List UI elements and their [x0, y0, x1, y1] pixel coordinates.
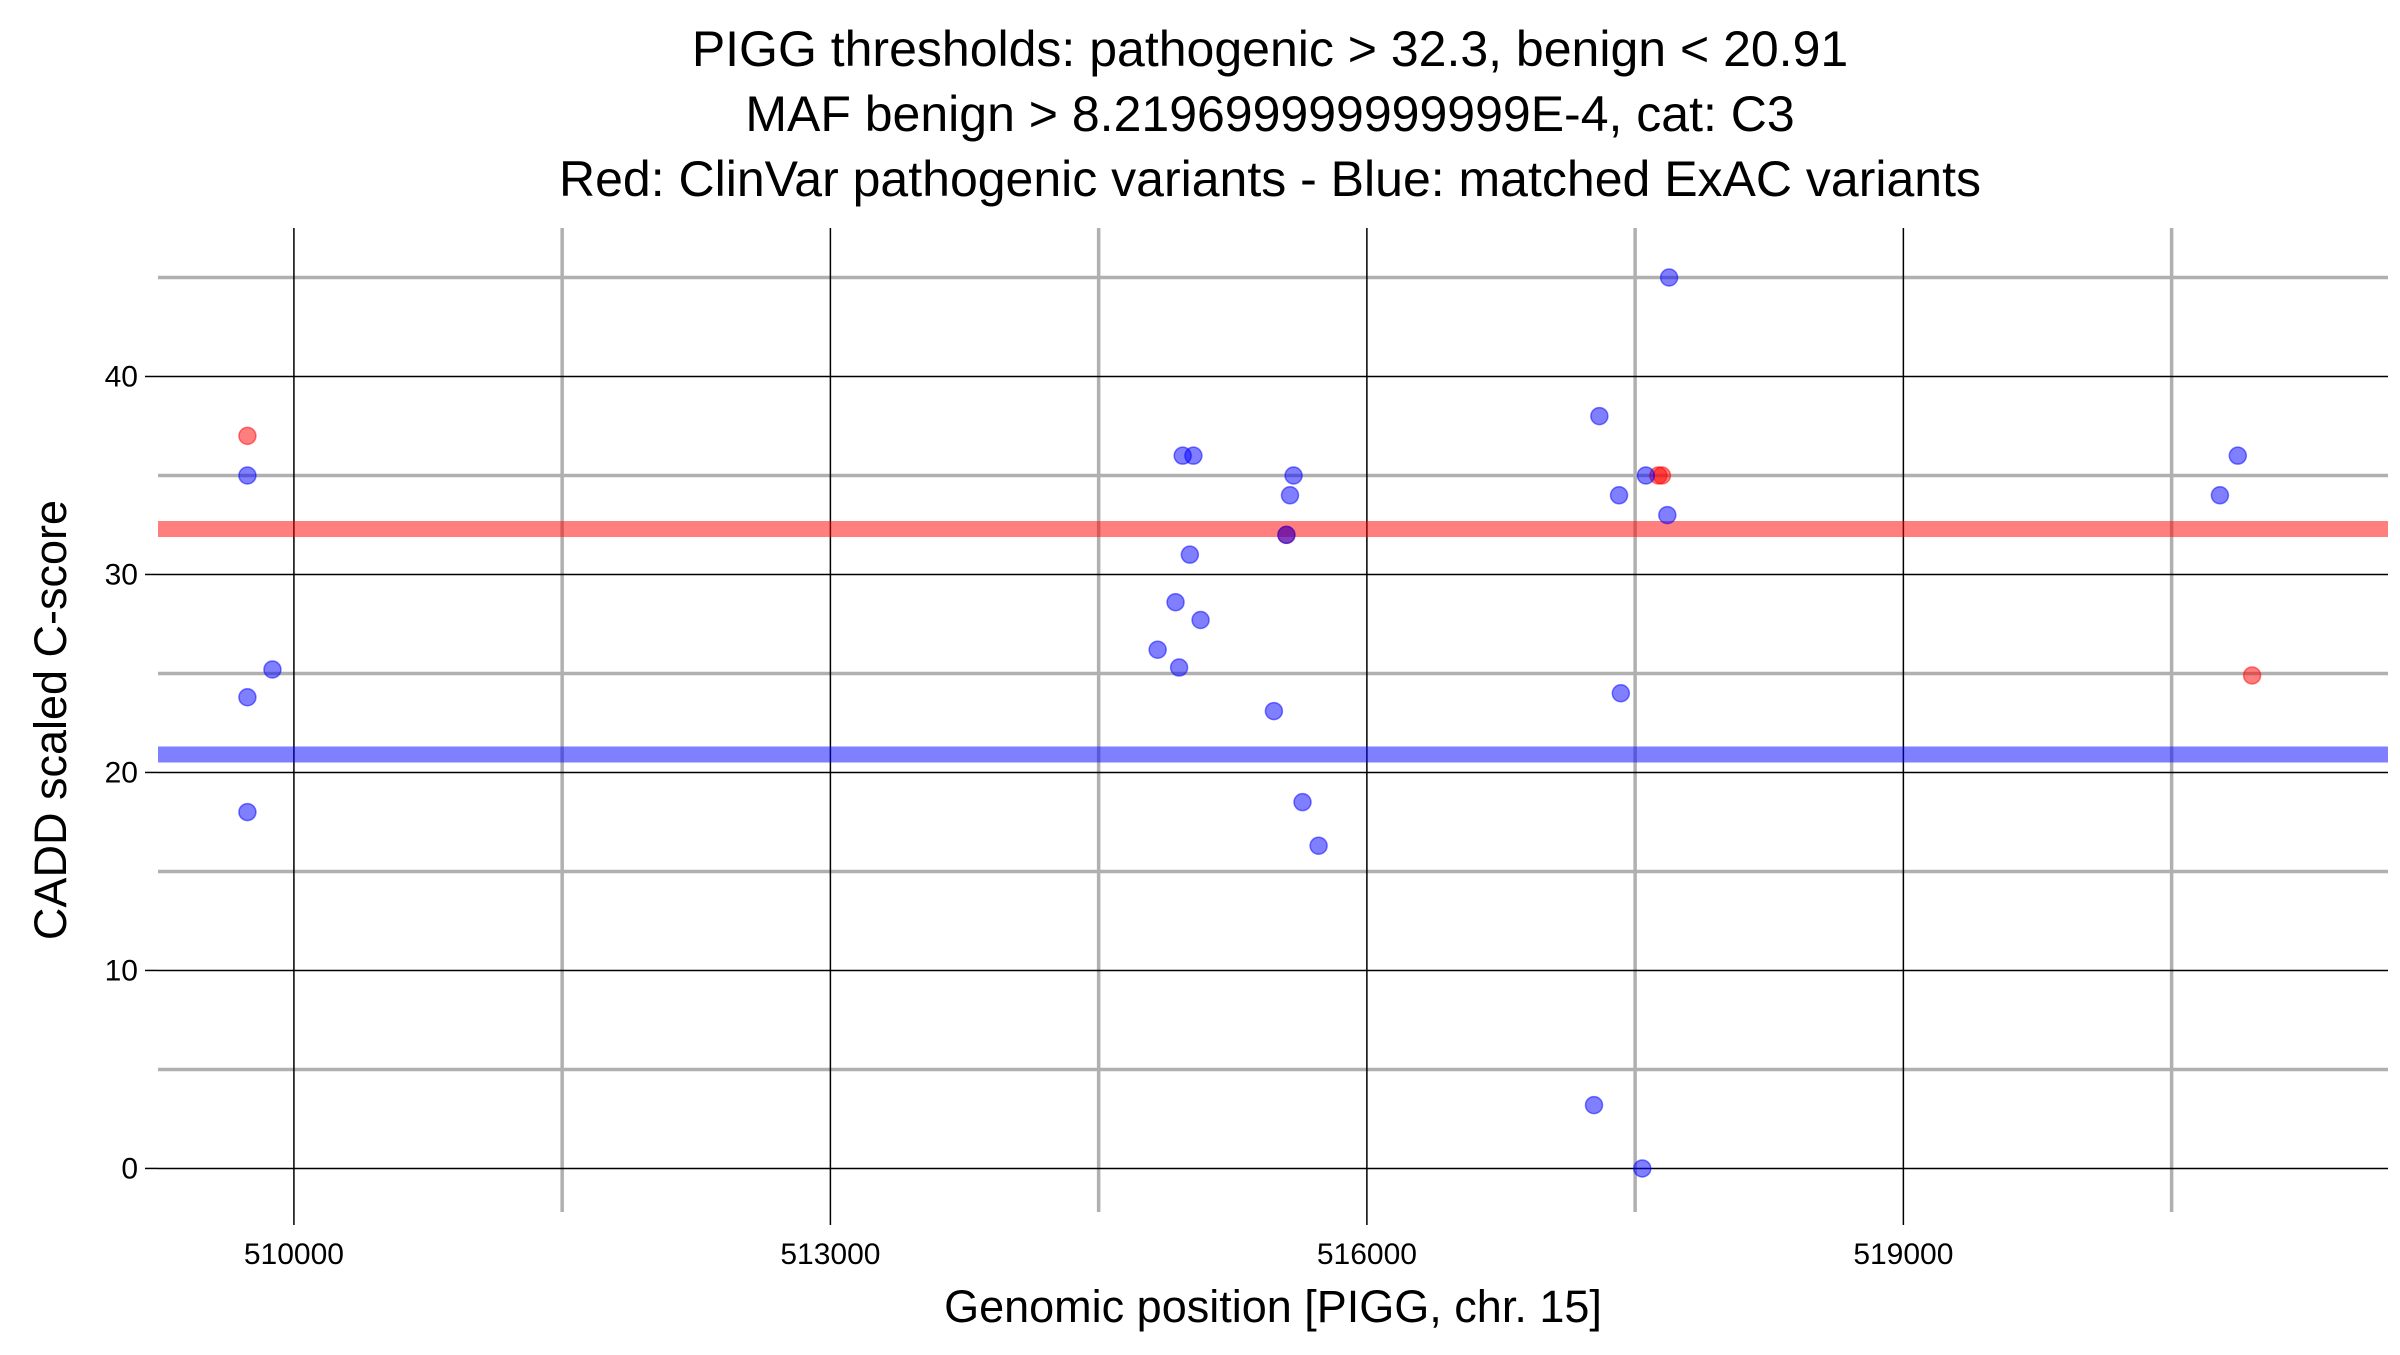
y-tick-label-4: 40: [105, 360, 138, 393]
x-tick-label-2: 516000: [1317, 1238, 1417, 1271]
benign-point-17: [1584, 1095, 1604, 1115]
pathogenic-point-3: [1652, 466, 1672, 485]
y-tick-label-1: 10: [105, 954, 138, 987]
benign-point-15: [1293, 792, 1312, 812]
major-gridlines: [158, 228, 2388, 1212]
chart-title-line-3: Red: ClinVar pathogenic variants - Blue:…: [559, 151, 1981, 207]
y-tick-label-3: 30: [105, 558, 138, 591]
benign-point-9: [1184, 446, 1203, 465]
benign-point-5: [1166, 592, 1185, 612]
benign-point-1: [238, 687, 257, 707]
benign-point-14: [1284, 466, 1303, 485]
y-tick-label-0: 0: [121, 1152, 138, 1185]
benign-point-4: [1148, 640, 1167, 659]
benign-point-2: [238, 802, 257, 822]
benign-point-6: [1169, 658, 1189, 677]
benign-point-10: [1191, 610, 1210, 630]
x-tick-label-1: 513000: [780, 1238, 880, 1271]
benign-point-25: [2210, 486, 2230, 505]
y-axis-title: CADD scaled C-score: [25, 500, 76, 940]
benign-point-12: [1277, 525, 1296, 545]
pathogenic-point-4: [2242, 666, 2262, 685]
chart-title-line-2: MAF benign > 8.219699999999999E-4, cat: …: [745, 86, 1794, 142]
x-axis-title: Genomic position [PIGG, chr. 15]: [944, 1281, 1602, 1332]
chart-title-line-1: PIGG thresholds: pathogenic > 32.3, beni…: [692, 21, 1848, 77]
chart-title: PIGG thresholds: pathogenic > 32.3, beni…: [559, 21, 1981, 207]
benign-point-20: [1611, 684, 1631, 703]
pathogenic-point-0: [238, 426, 257, 446]
axis-ticks: [145, 375, 1905, 1225]
benign-point-21: [1633, 1159, 1652, 1178]
y-tick-label-2: 20: [105, 756, 138, 789]
benign-point-23: [1658, 505, 1677, 525]
benign-point-22: [1636, 466, 1656, 485]
benign-point-11: [1264, 701, 1284, 721]
axis-tick-labels: 510000 513000 516000 519000 0 10 20 30 40: [105, 360, 1954, 1271]
x-tick-label-0: 510000: [244, 1238, 344, 1271]
benign-point-3: [263, 660, 282, 679]
minor-gridlines: [158, 228, 2388, 1212]
benign-point-13: [1280, 486, 1300, 505]
data-points: [238, 268, 2262, 1178]
x-tick-label-3: 519000: [1853, 1238, 1953, 1271]
benign-point-8: [1180, 545, 1200, 564]
benign-point-18: [1590, 406, 1609, 426]
benign-point-16: [1309, 836, 1328, 855]
benign-point-0: [238, 466, 257, 485]
benign-point-26: [2228, 446, 2248, 465]
benign-point-19: [1609, 486, 1629, 505]
threshold-lines: [158, 520, 2388, 763]
benign-point-24: [1659, 268, 1679, 287]
